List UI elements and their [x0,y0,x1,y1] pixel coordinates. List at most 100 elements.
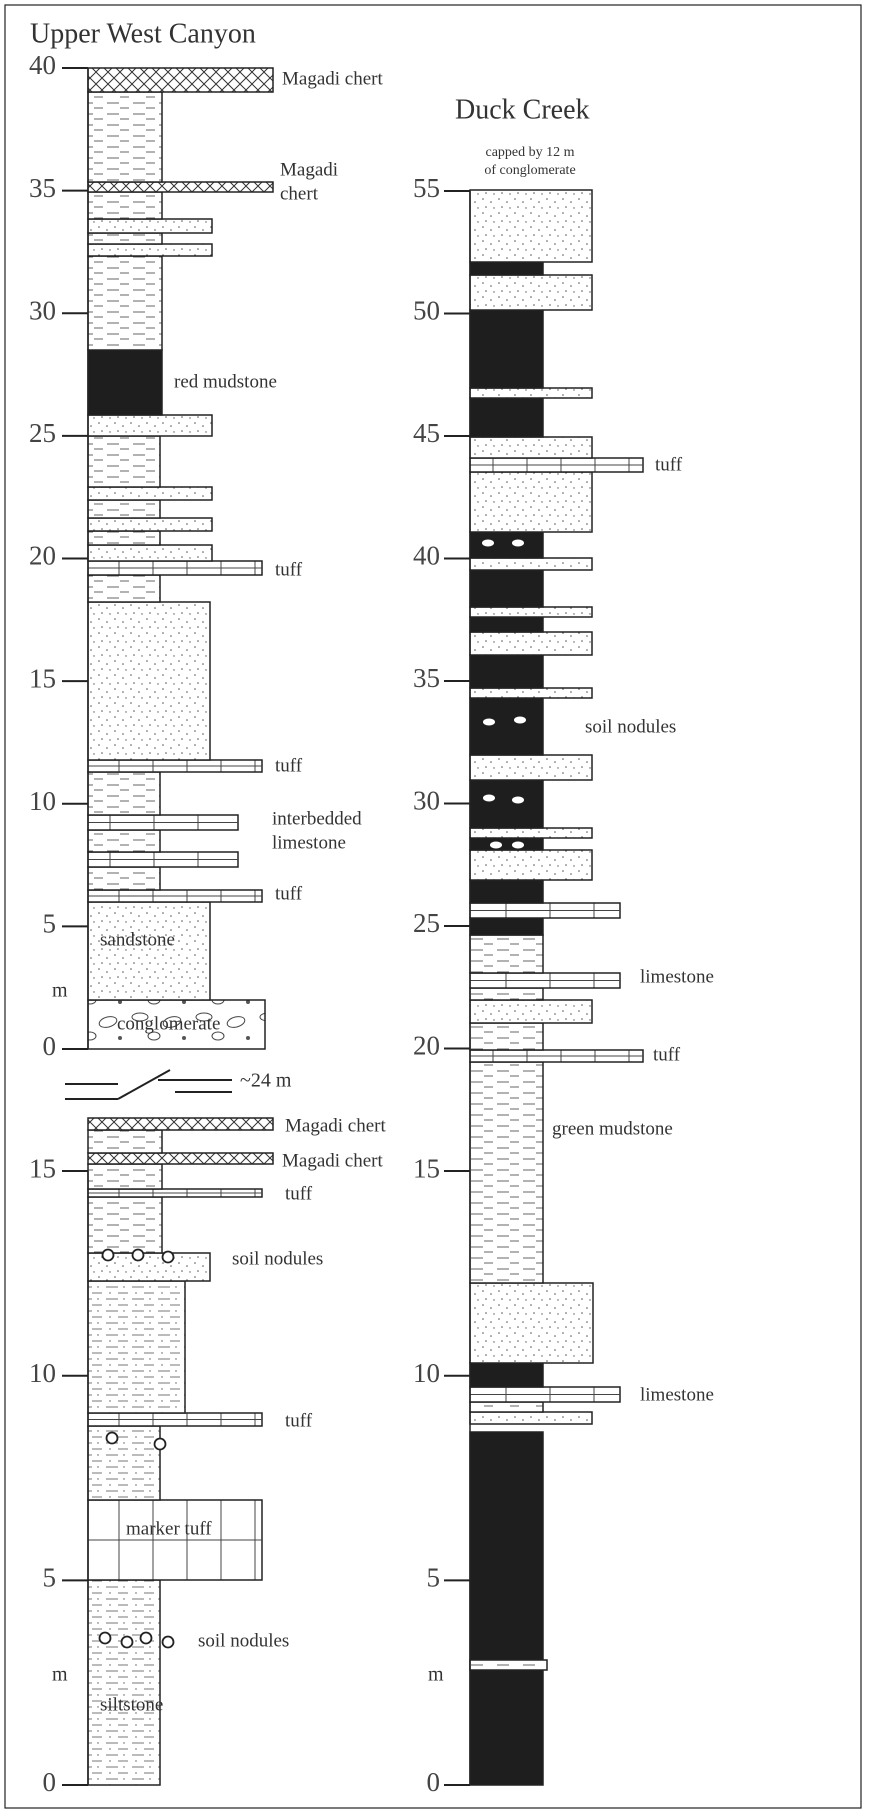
layer-label: limestone [272,832,346,853]
tick-label: 15 [29,1153,56,1183]
layer-label: soil nodules [232,1248,323,1269]
nodule [512,540,524,547]
layer-mud [88,1164,162,1189]
nodule [483,795,495,802]
layer-sand [88,518,212,531]
layer-black [470,617,543,632]
layer-sand [470,1000,592,1023]
layer-black [470,570,543,607]
nodule [512,842,524,849]
layer-label: sandstone [100,929,175,950]
layer-black [470,880,543,903]
tick-label: 15 [413,1153,440,1183]
tick-label: 50 [413,296,440,326]
layer-mud [88,772,160,815]
nodule [514,717,526,724]
layer-sand [470,755,592,780]
layer-sand [88,415,212,436]
layer-sand [470,437,592,458]
nodule [107,1433,118,1444]
unit-label: m [52,980,68,1002]
layer-mud [88,830,160,852]
layer-label: Magadi [280,159,338,180]
layer-sand [88,219,212,233]
layer-mud [88,436,160,487]
layer-mud [88,575,160,602]
nodule [490,842,502,849]
layer-sand [470,607,592,617]
tick-label: 45 [413,418,440,448]
layer-black [470,655,543,688]
layer-silt [88,1580,160,1785]
tick-label: 5 [427,1563,441,1593]
note: of conglomerate [484,163,575,178]
unit-label: m [428,1664,444,1686]
layer-mud [88,192,162,219]
tick-label: 10 [29,1358,56,1388]
tick-label: 25 [413,908,440,938]
layer-sand [470,632,592,655]
layer-sand [88,487,212,500]
column-title: Upper West Canyon [30,18,256,49]
layer-label: Magadi chert [285,1115,386,1136]
nodule [122,1637,133,1648]
nodule [512,797,524,804]
tick-label: 10 [413,1358,440,1388]
layer-sand [470,388,592,398]
layer-label: limestone [640,1384,714,1405]
layer-label: green mudstone [552,1118,673,1139]
layer-black [470,698,543,755]
nodule [163,1252,174,1263]
tick-label: 30 [29,295,56,325]
unit-label: m [52,1664,68,1686]
layer-black [470,918,543,935]
layer-black [88,350,162,415]
layer-black [470,310,543,388]
tick-label: 5 [43,909,57,939]
layer-label: tuff [655,454,683,475]
layer-label: limestone [640,966,714,987]
tick-label: 0 [43,1031,57,1061]
tick-label: 10 [29,786,56,816]
layer-chert [88,182,273,192]
nodule [133,1250,144,1261]
nodule [163,1637,174,1648]
layer-label: tuff [275,883,303,904]
layer-label: marker tuff [126,1518,212,1539]
layer-mud [470,1402,543,1412]
layer-sand [470,1283,593,1363]
layer-label: soil nodules [198,1630,289,1651]
layer-mud [470,988,543,1000]
nodule [141,1633,152,1644]
stratigraphic-columns: Upper West Canyon Duck Creek capped by 1… [0,0,869,1816]
layer-label: tuff [285,1410,313,1431]
note: capped by 12 m [485,145,574,160]
layer-label: soil nodules [585,716,676,737]
layer-chert [88,1118,273,1130]
tick-label: 5 [43,1563,57,1593]
layer-label: siltstone [100,1694,163,1715]
layer-silt [88,1426,160,1500]
tick-label: 30 [413,786,440,816]
layer-chert [88,68,273,92]
nodule [483,719,495,726]
layer-sand [470,558,592,570]
tick-label: 40 [413,541,440,571]
layer-mud [88,531,160,545]
layer-label: red mudstone [174,371,277,392]
nodule [482,540,494,547]
layer-sand [470,828,592,838]
layer-sand [88,602,210,760]
layer-label: chert [280,183,319,204]
layer-sand [470,850,592,880]
layer-label: conglomerate [117,1013,220,1034]
layer-label: Magadi chert [282,68,383,89]
tick-label: 25 [29,418,56,448]
layer-mud [88,256,162,350]
layer-sand [88,902,210,1000]
layer-black [470,1363,543,1387]
layer-sand [470,190,592,262]
layer-sand [88,244,212,256]
tick-label: 35 [413,663,440,693]
tick-label: 20 [29,541,56,571]
